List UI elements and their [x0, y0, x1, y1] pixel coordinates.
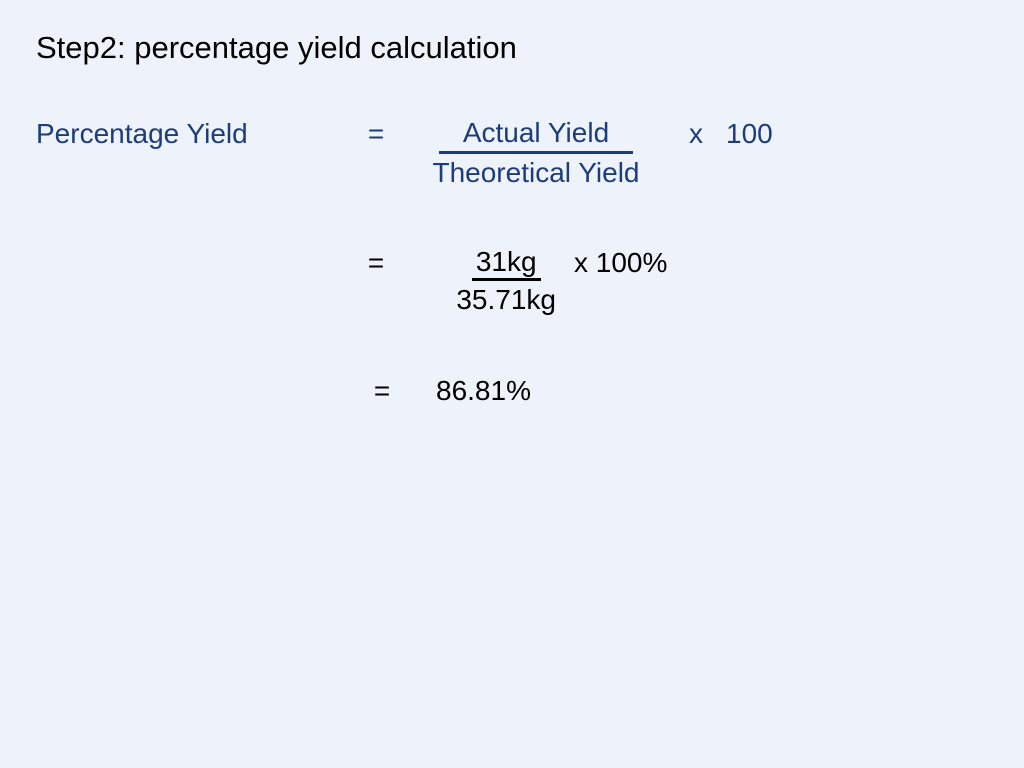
- substitution-numerator: 31kg: [472, 247, 541, 281]
- formula-fraction: Actual Yield Theoretical Yield: [406, 118, 666, 189]
- formula-numerator: Actual Yield: [445, 117, 627, 148]
- slide-title: Step2: percentage yield calculation: [36, 30, 988, 66]
- equals-sign-3: =: [352, 375, 412, 407]
- substitution-denominator: 35.71kg: [456, 281, 556, 317]
- formula-row: Percentage Yield = Actual Yield Theoreti…: [36, 118, 988, 189]
- hundred: 100: [726, 118, 816, 150]
- result-value: 86.81%: [412, 375, 531, 407]
- equals-sign-1: =: [346, 118, 406, 150]
- substitution-row: = 31kg 35.71kg x 100%: [36, 247, 988, 316]
- substitution-post: x 100%: [556, 247, 667, 279]
- formula-lhs: Percentage Yield: [36, 118, 346, 150]
- times-sign: x: [666, 118, 726, 150]
- substitution-fraction: 31kg 35.71kg: [406, 247, 556, 316]
- result-row: = 86.81%: [36, 375, 988, 407]
- formula-denominator: Theoretical Yield: [432, 154, 639, 190]
- equals-sign-2: =: [346, 247, 406, 279]
